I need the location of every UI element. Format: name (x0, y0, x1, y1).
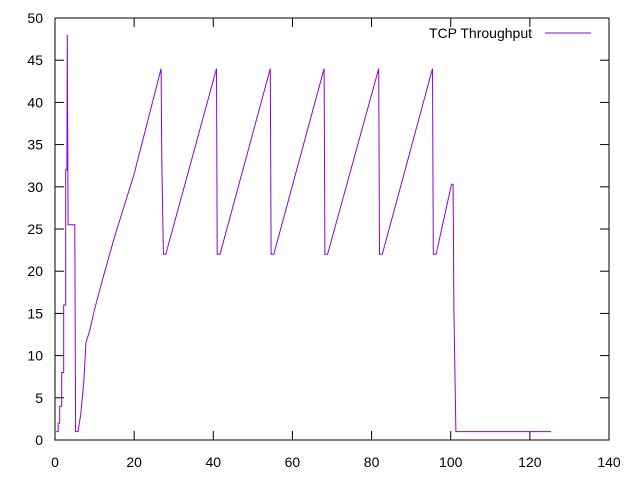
x-tick-label: 40 (205, 454, 221, 470)
series-line-tcp-throughput (56, 34, 552, 433)
x-tick-label: 100 (439, 454, 463, 470)
legend: TCP Throughput (429, 25, 591, 41)
y-tick-label: 15 (27, 305, 43, 321)
y-tick-label: 25 (27, 221, 43, 237)
y-tick-label: 45 (27, 52, 43, 68)
y-tick-label: 40 (27, 94, 43, 110)
x-tick-label: 0 (51, 454, 59, 470)
x-tick-label: 120 (518, 454, 542, 470)
legend-label: TCP Throughput (429, 25, 532, 41)
x-tick-label: 140 (597, 454, 621, 470)
x-tick-label: 20 (126, 454, 142, 470)
x-tick-label: 80 (364, 454, 380, 470)
y-tick-label: 50 (27, 10, 43, 26)
plot-frame (54, 17, 610, 441)
series-layer (56, 34, 552, 433)
y-tick-label: 30 (27, 179, 43, 195)
y-tick-label: 10 (27, 348, 43, 364)
y-tick-label: 35 (27, 137, 43, 153)
axis-ticks: 0 5 10 15 20 25 30 35 40 45 50 0 20 40 60 80 100 120 140 (27, 10, 620, 470)
x-tick-label: 60 (285, 454, 301, 470)
y-tick-label: 5 (35, 390, 43, 406)
y-tick-label: 20 (27, 263, 43, 279)
y-tick-label: 0 (35, 432, 43, 448)
